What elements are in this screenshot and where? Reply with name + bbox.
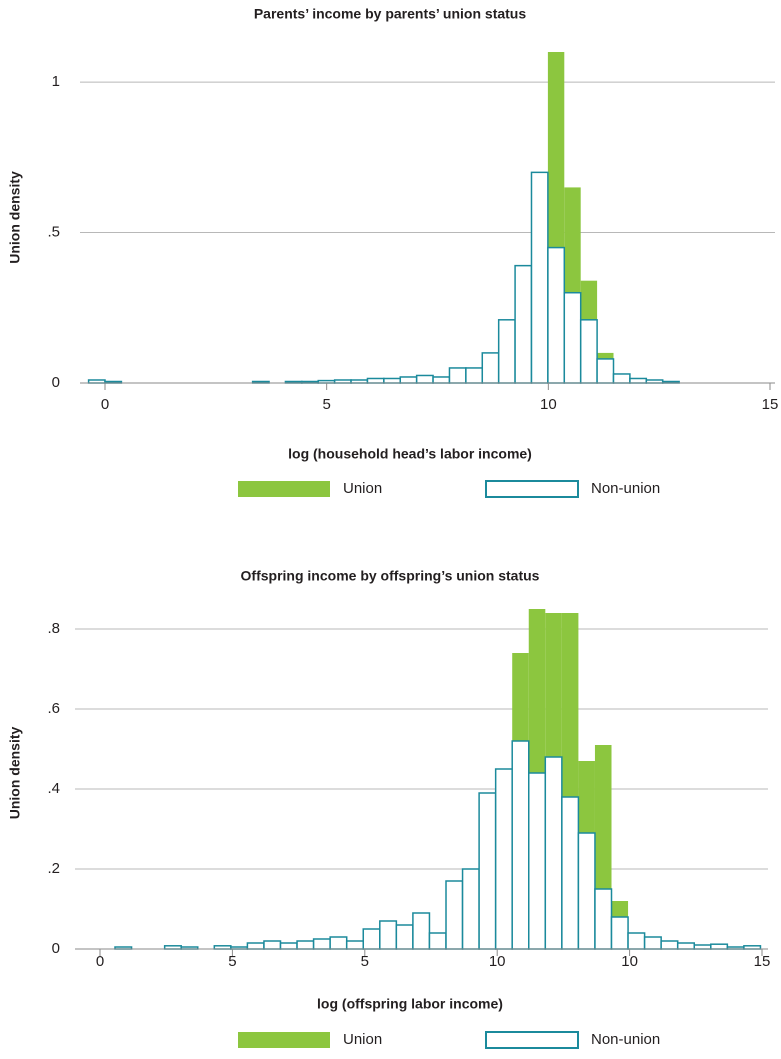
histogram-bar [395, 924, 414, 950]
x-tick-label: 15 [762, 396, 779, 413]
histogram-bar [629, 377, 648, 384]
histogram-bar [544, 756, 563, 950]
histogram-bar [561, 796, 580, 950]
histogram-bar [596, 358, 615, 384]
y-tick-label: 0 [52, 940, 60, 957]
histogram-bar [465, 367, 484, 384]
histogram-bar [676, 942, 696, 950]
histogram-bar [693, 944, 712, 950]
chart-title: Offspring income by offspring’s union st… [241, 568, 540, 584]
histogram-bar [432, 376, 451, 384]
histogram-bar [563, 291, 582, 384]
x-tick-label: 0 [96, 953, 104, 970]
histogram-bar [514, 264, 533, 384]
x-axis-label: log (offspring labor income) [317, 996, 503, 1012]
legend-swatch [238, 481, 330, 497]
legend-swatch [238, 1032, 330, 1048]
histogram-bar [530, 171, 549, 384]
histogram-bar [612, 373, 631, 384]
y-tick-label: 0 [52, 374, 60, 391]
histogram-bar [412, 912, 431, 950]
histogram-bar [448, 367, 467, 384]
histogram-bar [660, 940, 679, 950]
y-axis-label: Union density [7, 171, 23, 264]
chart-title: Parents’ income by parents’ union status [254, 6, 527, 22]
histogram-bar [246, 942, 265, 950]
histogram-bar [478, 792, 497, 950]
y-tick-label: 1 [52, 73, 60, 90]
legend-label: Union [343, 1031, 382, 1048]
legend-swatch [485, 480, 579, 498]
histogram-bar [494, 768, 513, 950]
histogram-bar [579, 319, 598, 384]
x-tick-label: 5 [361, 953, 369, 970]
histogram-bar [263, 940, 282, 950]
x-tick-label: 0 [101, 396, 109, 413]
histogram-bar [329, 936, 348, 950]
y-tick-label: .8 [47, 620, 60, 637]
histogram-bar [547, 246, 566, 384]
legend-label: Non-union [591, 480, 660, 497]
histogram-bar [511, 740, 530, 950]
histogram-bar [399, 376, 418, 384]
histogram-bar [428, 932, 447, 950]
histogram-bar [296, 940, 315, 950]
histogram-bar [379, 920, 398, 950]
histogram-bar [710, 943, 729, 950]
histogram-bar [383, 377, 402, 384]
x-tick-label: 15 [754, 953, 771, 970]
histogram-bar [577, 832, 596, 950]
x-tick-label: 10 [540, 396, 557, 413]
x-tick-label: 10 [621, 953, 638, 970]
x-tick-label: 5 [322, 396, 330, 413]
histogram-bar [481, 352, 500, 384]
y-tick-label: .2 [47, 860, 60, 877]
histogram-bar [461, 868, 480, 950]
histogram-bar [312, 938, 331, 950]
histogram-bar [643, 936, 662, 950]
histogram-bar [345, 940, 365, 950]
histogram-bar [610, 916, 629, 950]
histogram-bar [497, 319, 516, 384]
legend-label: Union [343, 480, 382, 497]
x-axis-label: log (household head’s labor income) [288, 446, 532, 462]
histogram-bar [366, 377, 385, 384]
y-tick-label: .4 [47, 780, 60, 797]
histogram-bar [594, 888, 613, 950]
histogram-bar [279, 942, 298, 950]
x-tick-label: 5 [228, 953, 236, 970]
y-axis-label: Union density [7, 727, 23, 820]
legend-swatch [485, 1031, 579, 1049]
histogram-bar [415, 374, 434, 384]
x-tick-label: 10 [489, 953, 506, 970]
y-tick-label: .6 [47, 700, 60, 717]
histogram-bar [528, 772, 547, 950]
histogram-bar [445, 880, 464, 950]
legend-label: Non-union [591, 1031, 660, 1048]
histogram-bar [362, 928, 381, 950]
histogram-bar [627, 932, 646, 950]
y-tick-label: .5 [47, 224, 60, 241]
